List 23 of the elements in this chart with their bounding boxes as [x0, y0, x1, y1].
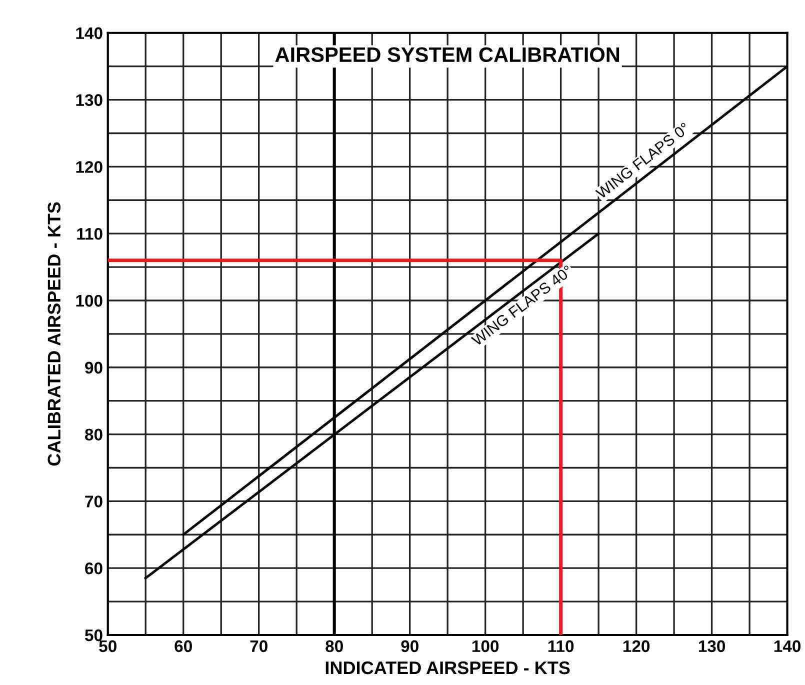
x-tick-label: 140 — [774, 640, 801, 652]
y-axis-title: CALIBRATED AIRSPEED - KTS — [48, 202, 61, 466]
x-tick-label: 110 — [548, 640, 574, 652]
x-tick-label: 50 — [99, 640, 116, 652]
y-tick-label: 70 — [85, 496, 102, 508]
y-tick-label: 60 — [85, 562, 102, 574]
y-tick-label: 80 — [85, 428, 102, 440]
x-tick-label: 60 — [174, 640, 192, 652]
x-tick-label: 80 — [326, 640, 343, 652]
y-tick-label: 90 — [85, 362, 102, 374]
text: AIRSPEED SYSTEM CALIBRATION — [275, 47, 620, 62]
y-tick-label: 120 — [76, 161, 102, 173]
x-tick-label: 90 — [401, 640, 418, 652]
x-tick-label: 100 — [472, 640, 499, 652]
x-tick-label: 130 — [698, 640, 726, 652]
y-tick-label: 110 — [77, 228, 102, 240]
y-tick-label: 100 — [76, 294, 102, 307]
y-tick-label: 140 — [76, 27, 102, 40]
x-tick-label: 120 — [623, 640, 650, 652]
y-tick-label: 130 — [76, 94, 102, 106]
x-tick-label: 70 — [250, 640, 268, 652]
x-axis-title: INDICATED AIRSPEED - KTS — [326, 661, 570, 674]
y-tick-label: 50 — [84, 629, 102, 642]
